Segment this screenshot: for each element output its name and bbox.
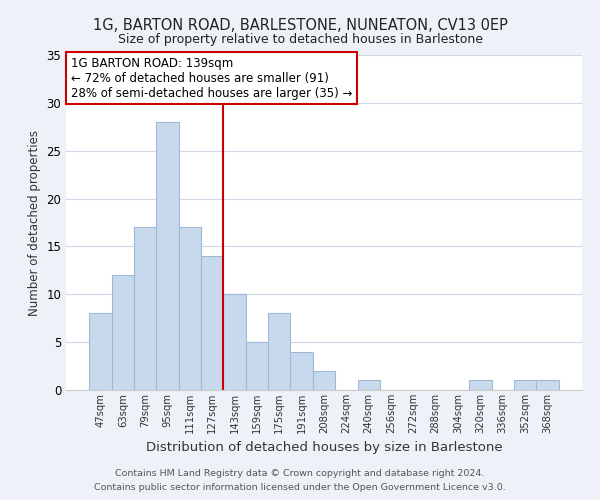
Bar bbox=[112, 275, 134, 390]
Bar bbox=[290, 352, 313, 390]
Bar bbox=[358, 380, 380, 390]
Bar bbox=[223, 294, 246, 390]
Text: Contains public sector information licensed under the Open Government Licence v3: Contains public sector information licen… bbox=[94, 484, 506, 492]
Bar bbox=[134, 228, 157, 390]
Text: 1G, BARTON ROAD, BARLESTONE, NUNEATON, CV13 0EP: 1G, BARTON ROAD, BARLESTONE, NUNEATON, C… bbox=[92, 18, 508, 32]
Bar bbox=[536, 380, 559, 390]
Bar bbox=[514, 380, 536, 390]
Bar bbox=[179, 228, 201, 390]
Bar bbox=[313, 371, 335, 390]
X-axis label: Distribution of detached houses by size in Barlestone: Distribution of detached houses by size … bbox=[146, 442, 502, 454]
Text: 1G BARTON ROAD: 139sqm
← 72% of detached houses are smaller (91)
28% of semi-det: 1G BARTON ROAD: 139sqm ← 72% of detached… bbox=[71, 56, 353, 100]
Bar bbox=[89, 314, 112, 390]
Text: Contains HM Land Registry data © Crown copyright and database right 2024.: Contains HM Land Registry data © Crown c… bbox=[115, 468, 485, 477]
Bar bbox=[246, 342, 268, 390]
Y-axis label: Number of detached properties: Number of detached properties bbox=[28, 130, 41, 316]
Bar bbox=[201, 256, 223, 390]
Text: Size of property relative to detached houses in Barlestone: Size of property relative to detached ho… bbox=[118, 32, 482, 46]
Bar bbox=[157, 122, 179, 390]
Bar bbox=[268, 314, 290, 390]
Bar bbox=[469, 380, 491, 390]
